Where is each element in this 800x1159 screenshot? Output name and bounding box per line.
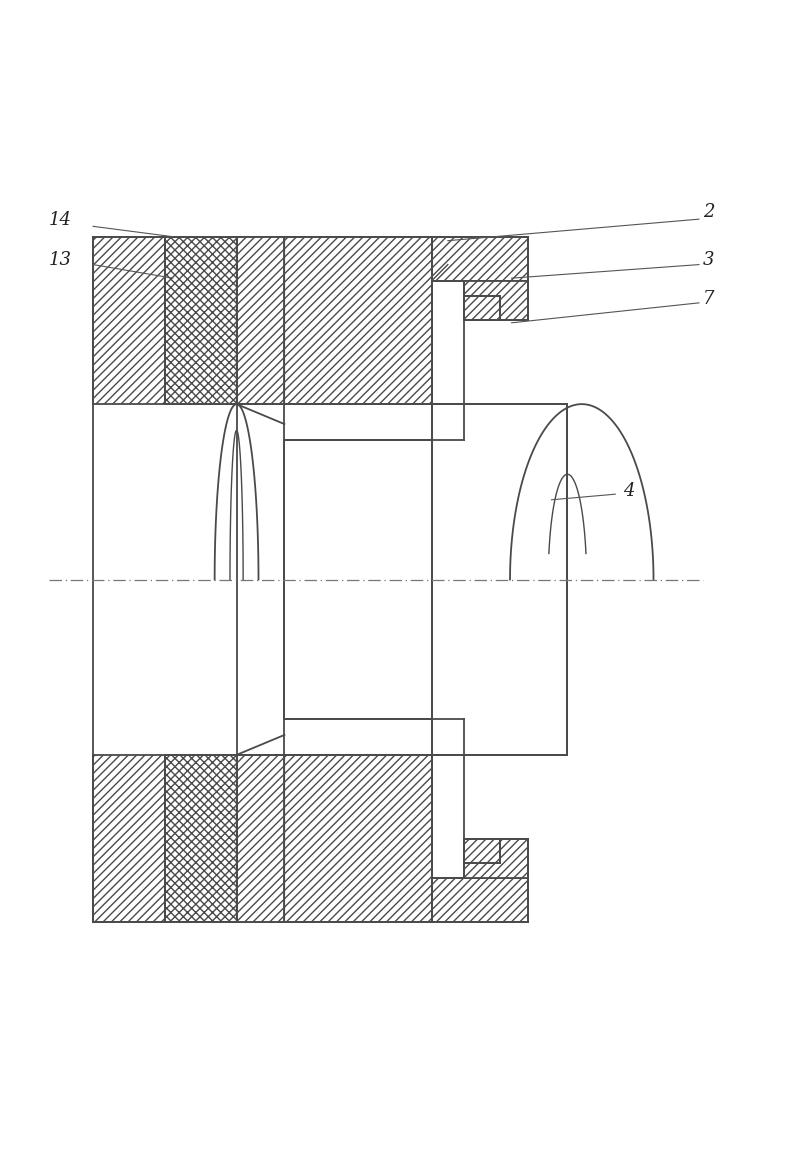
Bar xyxy=(237,404,567,755)
Bar xyxy=(464,280,527,320)
Bar xyxy=(432,236,527,280)
Bar xyxy=(464,839,527,879)
Bar xyxy=(165,755,237,923)
Bar xyxy=(432,879,527,923)
Polygon shape xyxy=(237,735,285,923)
Text: 2: 2 xyxy=(703,203,714,220)
Bar xyxy=(165,236,237,404)
Bar xyxy=(464,839,500,862)
Text: 14: 14 xyxy=(50,211,72,228)
Polygon shape xyxy=(237,236,285,424)
Bar xyxy=(285,719,432,923)
Text: 7: 7 xyxy=(703,291,714,308)
Bar xyxy=(93,236,165,404)
Text: 3: 3 xyxy=(703,250,714,269)
Bar xyxy=(93,755,165,923)
Bar xyxy=(285,440,432,719)
Bar xyxy=(285,236,432,440)
Text: 4: 4 xyxy=(623,482,634,500)
Text: 13: 13 xyxy=(50,250,72,269)
Bar xyxy=(464,297,500,320)
